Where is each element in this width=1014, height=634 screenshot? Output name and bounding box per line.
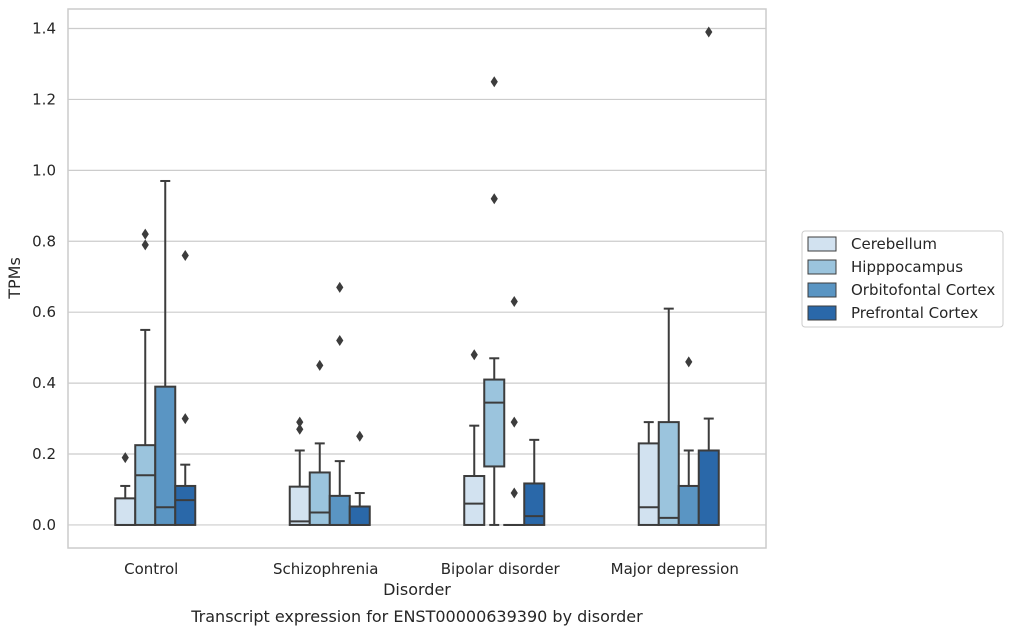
outlier-point	[336, 281, 344, 293]
outlier-point	[296, 423, 304, 435]
box-body	[114, 497, 137, 526]
chart-caption: Transcript expression for ENST0000063939…	[190, 607, 643, 626]
box-cerebellum	[463, 349, 486, 526]
x-axis-label: Disorder	[383, 580, 451, 599]
outlier-point	[181, 249, 189, 261]
y-tick-label: 1.4	[32, 20, 56, 38]
box-body	[523, 482, 546, 526]
box-orbitofontal-cortex	[328, 281, 351, 526]
box-body	[308, 471, 331, 526]
x-axis-ticks: Control Schizophrenia Bipolar disorder Majo…	[124, 560, 739, 578]
legend-swatch	[807, 305, 837, 321]
legend: Cerebellum Hipppocampus Orbitofontal Corte…	[801, 230, 1004, 328]
x-tick-label: Bipolar disorder	[441, 560, 561, 578]
y-tick-label: 0.2	[32, 445, 56, 463]
box-body	[483, 378, 506, 468]
outlier-point	[296, 416, 304, 428]
legend-label: Prefrontal Cortex	[851, 304, 978, 322]
y-tick-label: 1.0	[32, 161, 56, 179]
box-cerebellum	[288, 416, 311, 526]
box-body	[677, 484, 700, 526]
outlier-point	[336, 335, 344, 347]
plot-frame	[67, 8, 767, 549]
y-tick-label: 0.8	[32, 232, 56, 250]
legend-swatch	[807, 282, 837, 298]
box-body	[697, 449, 720, 526]
x-tick-label: Schizophrenia	[273, 560, 378, 578]
outlier-point	[510, 296, 518, 308]
outlier-point	[121, 452, 129, 464]
box-hipppocampus	[483, 76, 506, 526]
outlier-point	[490, 193, 498, 205]
box-hipppocampus	[308, 359, 331, 526]
box-cerebellum	[114, 452, 137, 526]
legend-label: Orbitofontal Cortex	[851, 281, 995, 299]
y-tick-label: 1.2	[32, 90, 56, 108]
outlier-point	[490, 76, 498, 88]
box-body	[174, 484, 197, 526]
legend-label: Hipppocampus	[851, 258, 963, 276]
outlier-point	[685, 356, 693, 368]
box-plot-marks	[114, 26, 720, 526]
outlier-point	[141, 228, 149, 240]
legend-swatch	[807, 259, 837, 275]
legend-swatch	[807, 236, 837, 252]
y-tick-label: 0.4	[32, 374, 56, 392]
box-body	[328, 494, 351, 526]
box-body	[657, 421, 680, 526]
outlier-point	[316, 359, 324, 371]
outlier-point	[510, 487, 518, 499]
box-orbitofontal-cortex	[677, 356, 700, 526]
box-cerebellum	[637, 421, 660, 526]
box-prefrontal-cortex	[523, 438, 546, 526]
box-hipppocampus	[134, 228, 157, 526]
x-tick-label: Major depression	[611, 560, 739, 578]
y-axis-label: TPMs	[5, 257, 24, 300]
outlier-point	[510, 416, 518, 428]
y-axis-ticks: 0.0 0.2 0.4 0.6 0.8 1.0 1.2 1.4	[32, 20, 56, 534]
legend-label: Cerebellum	[851, 235, 937, 253]
grid-lines	[68, 27, 766, 526]
outlier-point	[141, 239, 149, 251]
outlier-point	[181, 413, 189, 425]
x-tick-label: Control	[124, 560, 178, 578]
box-orbitofontal-cortex	[503, 296, 526, 526]
outlier-point	[356, 430, 364, 442]
y-tick-label: 0.0	[32, 516, 56, 534]
box-body	[348, 505, 371, 526]
legend-frame	[801, 230, 1004, 328]
outlier-point	[705, 26, 713, 38]
box-body	[637, 442, 660, 526]
box-body	[154, 385, 177, 526]
box-prefrontal-cortex	[348, 430, 371, 526]
box-orbitofontal-cortex	[154, 179, 177, 526]
box-body	[288, 485, 311, 526]
box-prefrontal-cortex	[174, 249, 197, 526]
box-body	[134, 444, 157, 526]
box-body	[463, 475, 486, 526]
box-hipppocampus	[657, 307, 680, 526]
outlier-point	[470, 349, 478, 361]
y-tick-label: 0.6	[32, 303, 56, 321]
box-prefrontal-cortex	[697, 26, 720, 526]
